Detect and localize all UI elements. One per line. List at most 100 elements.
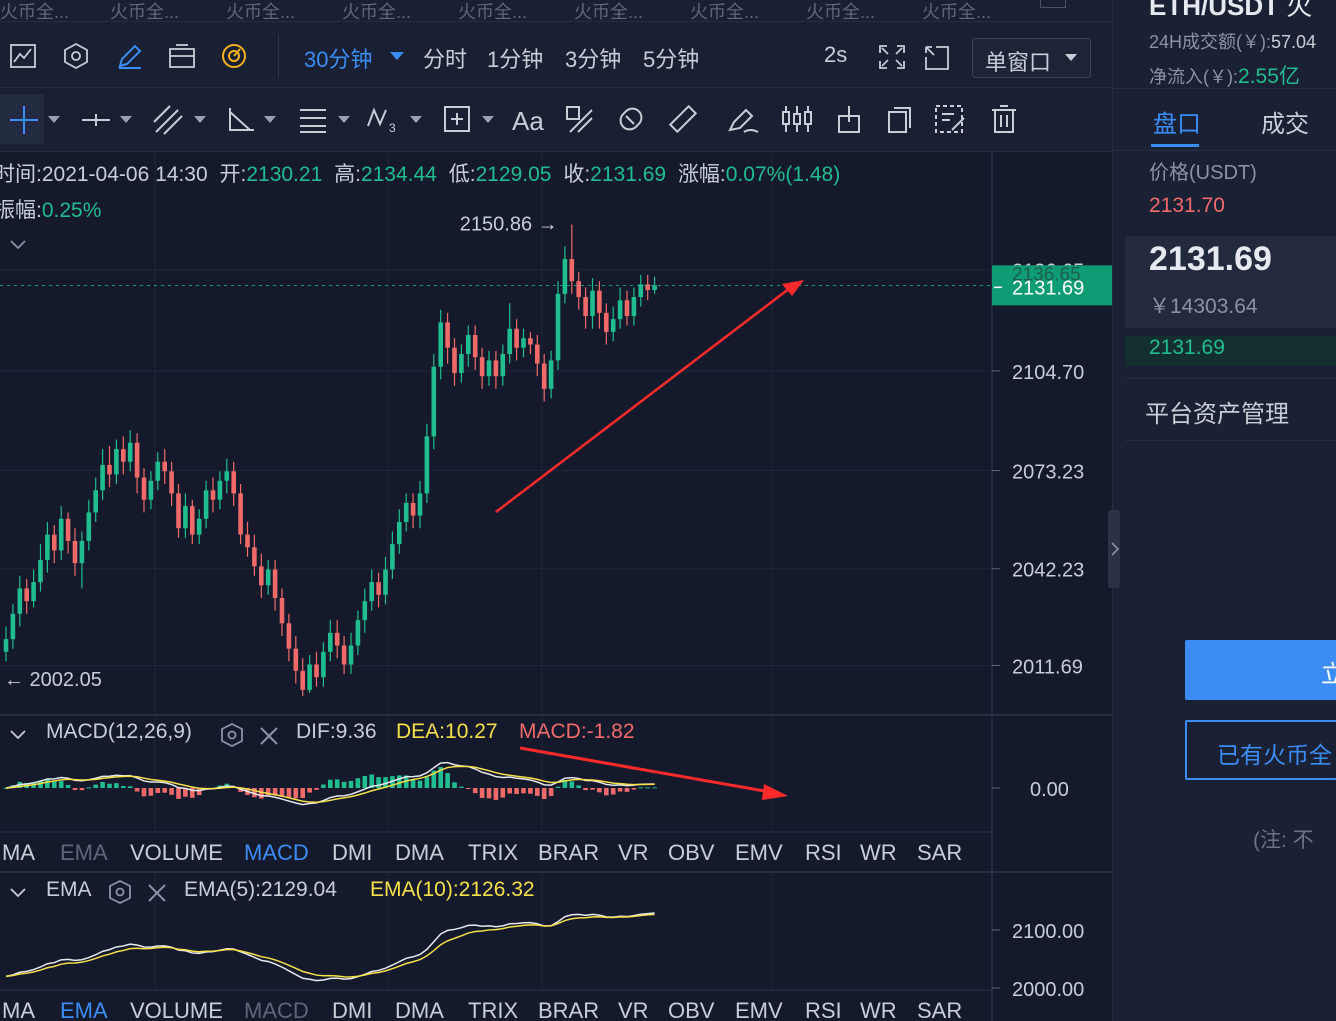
text-tool-icon[interactable]: Aa [512, 106, 544, 136]
indicator-tab-brar[interactable]: BRAR [538, 840, 600, 865]
panel-collapse-handle[interactable] [1108, 510, 1120, 588]
indicator-tab-dmi[interactable]: DMI [332, 840, 373, 865]
parallel-channel-icon[interactable] [152, 104, 184, 136]
tab-orderbook[interactable]: 盘口 [1153, 111, 1201, 138]
ruler-measure-icon[interactable] [564, 104, 594, 134]
layout-icon[interactable] [168, 43, 196, 69]
chevron-down-icon[interactable] [120, 116, 132, 124]
copy-icon[interactable] [886, 104, 914, 134]
indicator-tab-macd[interactable]: MACD [244, 840, 309, 865]
candle-body [383, 569, 388, 595]
fib-retracement-icon[interactable] [298, 106, 328, 134]
angle-tool-icon[interactable] [226, 104, 256, 134]
indicator-tab-rsi[interactable]: RSI [805, 840, 842, 865]
lock-icon[interactable] [836, 104, 862, 134]
indicator-tab-wr[interactable]: WR [860, 998, 897, 1021]
top-tab[interactable]: 火币全... [806, 2, 876, 22]
close-icon[interactable] [147, 883, 167, 903]
rectangle-add-icon[interactable] [442, 104, 472, 134]
top-tab[interactable]: 火币全... [110, 2, 180, 22]
indicator-tab-sar[interactable]: SAR [917, 840, 963, 865]
existing-account-button[interactable]: 已有火币全 [1185, 720, 1336, 780]
horizontal-line-icon[interactable] [80, 106, 112, 134]
indicator-tab-emv[interactable]: EMV [735, 840, 783, 865]
chevron-down-icon[interactable] [194, 116, 206, 124]
popout-window-icon[interactable] [922, 43, 950, 71]
chevron-down-icon[interactable] [390, 52, 404, 62]
macd-histogram-bar [438, 767, 443, 788]
line-chart-icon[interactable] [10, 44, 36, 68]
collapse-chevron-icon[interactable] [10, 888, 26, 898]
top-tab[interactable]: 火币全... [922, 2, 992, 22]
interval-dropdown[interactable]: 30分钟 [304, 47, 373, 72]
minimize-icon[interactable] [1040, 0, 1066, 8]
indicator-tab-ma[interactable]: MA [2, 998, 35, 1021]
chevron-down-icon[interactable] [264, 116, 276, 124]
indicator-tab-dma[interactable]: DMA [395, 840, 444, 865]
brush-icon[interactable] [726, 104, 760, 134]
chevron-down-icon[interactable] [410, 116, 422, 124]
collapse-chevron-icon[interactable] [10, 730, 26, 740]
collapse-chevron-icon[interactable] [10, 240, 26, 250]
magnet-icon[interactable] [616, 104, 646, 134]
indicator-tab-dma[interactable]: DMA [395, 998, 444, 1021]
top-tab[interactable]: 火币全... [690, 2, 760, 22]
candles-icon[interactable] [780, 104, 814, 134]
interval-option[interactable]: 1分钟 [487, 47, 544, 72]
crosshair-icon[interactable] [8, 104, 40, 136]
ruler-icon[interactable] [668, 104, 698, 134]
indicator-tab-obv[interactable]: OBV [668, 840, 715, 865]
elliott-wave-icon[interactable]: 3 [366, 104, 402, 136]
top-tab[interactable]: 火币全... [574, 2, 644, 22]
fullscreen-icon[interactable] [878, 44, 906, 70]
chevron-down-icon[interactable] [338, 116, 350, 124]
settings-hexagon-icon[interactable] [63, 42, 89, 70]
indicator-tab-ema[interactable]: EMA [60, 840, 108, 865]
settings-hexagon-icon[interactable] [108, 879, 132, 905]
top-tab[interactable]: 火币全... [0, 2, 70, 22]
indicator-tab-trix[interactable]: TRIX [468, 998, 519, 1021]
macd-histogram-bar [321, 784, 326, 788]
primary-action-button[interactable]: 立 [1185, 640, 1336, 700]
macd-histogram-bar [617, 788, 623, 792]
indicator-tab-vr[interactable]: VR [618, 998, 649, 1021]
indicator-tab-ema[interactable]: EMA [60, 998, 108, 1021]
chart-svg[interactable]: 2150.86 → ← 2002.05 2011.69 2042.23 2073.23… [0, 152, 1112, 1021]
tab-trades[interactable]: 成交 [1261, 111, 1309, 138]
indicator-tab-emv[interactable]: EMV [735, 998, 783, 1021]
pencil-icon[interactable] [116, 42, 144, 70]
interval-option[interactable]: 3分钟 [565, 47, 622, 72]
indicator-tab-rsi[interactable]: RSI [805, 998, 842, 1021]
indicator-tab-vr[interactable]: VR [618, 840, 649, 865]
asset-management[interactable]: 平台资产管理 [1145, 401, 1289, 428]
window-mode-select[interactable]: 单窗口 [972, 38, 1091, 78]
interval-option[interactable]: 分时 [423, 47, 468, 72]
refresh-rate[interactable]: 2s [824, 42, 848, 67]
indicator-gauge-icon[interactable] [220, 42, 248, 70]
drawing-list-icon[interactable] [934, 104, 968, 134]
indicator-tab-trix[interactable]: TRIX [468, 840, 519, 865]
bid-price[interactable]: 2131.69 [1149, 336, 1225, 359]
indicator-tab-volume[interactable]: VOLUME [130, 998, 223, 1021]
chevron-down-icon[interactable] [482, 116, 494, 124]
interval-option[interactable]: 5分钟 [643, 47, 700, 72]
chevron-down-icon[interactable] [48, 116, 60, 124]
indicator-tab-volume[interactable]: VOLUME [130, 840, 223, 865]
trash-icon[interactable] [990, 104, 1018, 134]
indicator-tab-macd[interactable]: MACD [244, 998, 309, 1021]
indicator-tab-sar[interactable]: SAR [917, 998, 963, 1021]
ask-price[interactable]: 2131.70 [1149, 194, 1225, 217]
top-tab[interactable]: 火币全... [342, 2, 412, 22]
indicator-tab-brar[interactable]: BRAR [538, 998, 600, 1021]
settings-hexagon-icon[interactable] [220, 722, 244, 748]
candle-body [424, 436, 430, 494]
top-tab[interactable]: 火币全... [226, 2, 296, 22]
close-icon[interactable] [259, 726, 279, 746]
candle-body [169, 471, 174, 494]
top-tab[interactable]: 火币全... [458, 2, 528, 22]
indicator-tab-wr[interactable]: WR [860, 840, 897, 865]
indicator-tab-dmi[interactable]: DMI [332, 998, 373, 1021]
chart-area[interactable]: 2150.86 → ← 2002.05 2011.69 2042.23 2073.23… [0, 152, 1112, 1021]
indicator-tab-obv[interactable]: OBV [668, 998, 715, 1021]
indicator-tab-ma[interactable]: MA [2, 840, 35, 865]
